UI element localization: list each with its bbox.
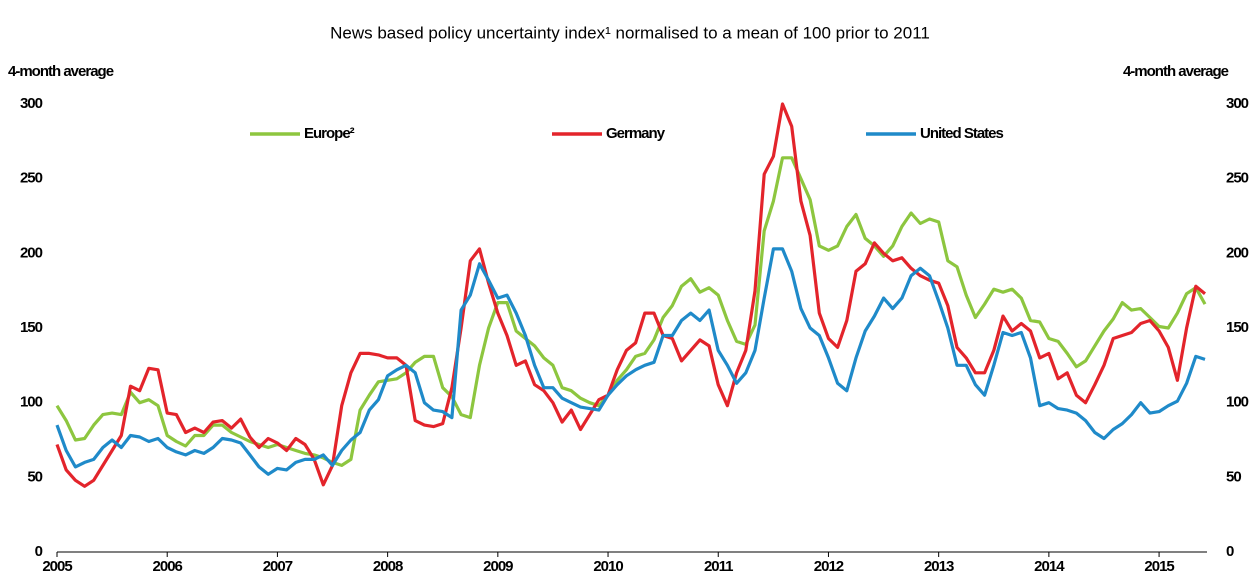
y-tick-label: 0 bbox=[35, 543, 43, 560]
y2-axis-label: 4-month average bbox=[1123, 63, 1229, 80]
y-tick-label: 300 bbox=[20, 95, 43, 112]
x-tick-label: 2014 bbox=[1034, 558, 1065, 575]
x-tick-label: 2013 bbox=[924, 558, 954, 575]
y-tick-label: 100 bbox=[20, 394, 43, 411]
y2-tick-label: 300 bbox=[1226, 95, 1249, 112]
y-tick-label: 200 bbox=[20, 244, 43, 261]
y-tick-label: 150 bbox=[20, 319, 43, 336]
y2-tick-label: 100 bbox=[1226, 394, 1249, 411]
series-line bbox=[55, 102, 1207, 488]
legend-label: Germany bbox=[606, 125, 666, 142]
x-tick-label: 2012 bbox=[814, 558, 844, 575]
series-line bbox=[55, 156, 1207, 467]
chart-title: News based policy uncertainty index¹ nor… bbox=[330, 23, 930, 42]
x-tick-label: 2011 bbox=[704, 558, 733, 575]
x-tick-label: 2006 bbox=[153, 558, 183, 575]
x-tick-label: 2007 bbox=[263, 558, 293, 575]
y-tick-label: 250 bbox=[20, 170, 43, 187]
legend-label: United States bbox=[920, 125, 1004, 142]
y2-tick-label: 50 bbox=[1226, 468, 1241, 485]
legend-label: Europe² bbox=[304, 125, 355, 142]
y2-tick-label: 250 bbox=[1226, 170, 1249, 187]
x-tick-label: 2015 bbox=[1144, 558, 1174, 575]
x-tick-label: 2008 bbox=[373, 558, 403, 575]
series-line bbox=[55, 247, 1206, 476]
y2-tick-label: 0 bbox=[1226, 543, 1234, 560]
x-tick-label: 2010 bbox=[593, 558, 623, 575]
y2-tick-label: 150 bbox=[1226, 319, 1249, 336]
x-tick-label: 2009 bbox=[483, 558, 513, 575]
y-axis-label: 4-month average bbox=[8, 63, 114, 80]
y-tick-label: 50 bbox=[27, 468, 42, 485]
y2-tick-label: 200 bbox=[1226, 244, 1249, 261]
x-tick-label: 2005 bbox=[42, 558, 72, 575]
